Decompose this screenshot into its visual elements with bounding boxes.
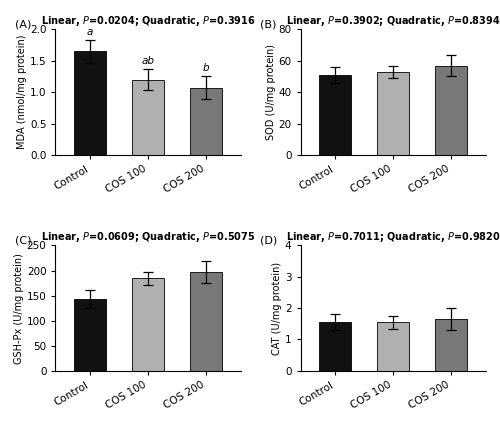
Title: Linear, $\it{P}$=0.7011; Quadratic, $\it{P}$=0.9820: Linear, $\it{P}$=0.7011; Quadratic, $\it… — [286, 230, 500, 244]
Y-axis label: CAT (U/mg protein): CAT (U/mg protein) — [272, 261, 282, 355]
Y-axis label: GSH-Px (U/mg protein): GSH-Px (U/mg protein) — [14, 253, 24, 363]
Text: b: b — [203, 63, 209, 74]
Title: Linear, $\it{P}$=0.0609; Quadratic, $\it{P}$=0.5075: Linear, $\it{P}$=0.0609; Quadratic, $\it… — [41, 230, 256, 244]
Text: (D): (D) — [260, 235, 277, 245]
Text: (A): (A) — [14, 20, 31, 29]
Bar — [132, 278, 164, 371]
Bar — [132, 79, 164, 155]
Title: Linear, $\it{P}$=0.3902; Quadratic, $\it{P}$=0.8394: Linear, $\it{P}$=0.3902; Quadratic, $\it… — [286, 14, 500, 28]
Bar — [436, 319, 468, 371]
Bar — [74, 51, 106, 155]
Bar — [320, 75, 352, 155]
Title: Linear, $\it{P}$=0.0204; Quadratic, $\it{P}$=0.3916: Linear, $\it{P}$=0.0204; Quadratic, $\it… — [41, 14, 256, 28]
Text: ab: ab — [142, 56, 154, 66]
Text: (B): (B) — [260, 20, 276, 29]
Y-axis label: SOD (U/mg protein): SOD (U/mg protein) — [266, 44, 276, 140]
Bar — [436, 65, 468, 155]
Text: (C): (C) — [14, 235, 31, 245]
Bar — [190, 88, 222, 155]
Y-axis label: MDA (nmol/mg protein): MDA (nmol/mg protein) — [17, 35, 27, 150]
Bar — [378, 322, 410, 371]
Text: a: a — [87, 27, 94, 37]
Bar — [320, 322, 352, 371]
Bar — [378, 72, 410, 155]
Bar — [190, 272, 222, 371]
Bar — [74, 299, 106, 371]
